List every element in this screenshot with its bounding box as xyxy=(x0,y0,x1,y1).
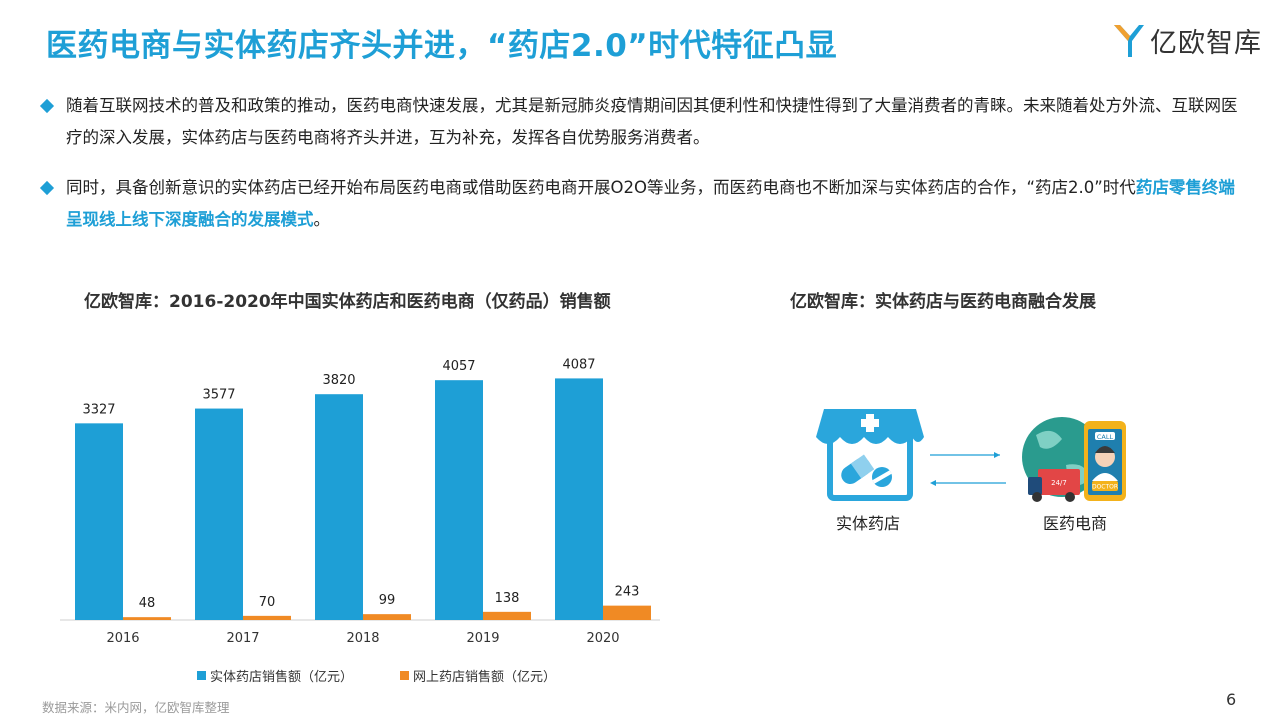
legend-item-online: 网上药店销售额（亿元） xyxy=(400,666,556,685)
logo-text: 亿欧智库 xyxy=(1150,27,1262,59)
data-label-online-2020: 243 xyxy=(615,585,640,600)
data-label-offline-2020: 4087 xyxy=(562,357,595,372)
bar-chart: 3327 48 2016 3577 70 2017 3820 99 2018 4057 138 201… xyxy=(60,357,660,646)
pharmacy-store-icon xyxy=(816,409,924,501)
bar-offline-2016 xyxy=(75,423,123,620)
x-tick-label-2020: 2020 xyxy=(586,631,619,646)
legend-swatch-orange xyxy=(400,671,409,680)
logo: 亿欧智库 xyxy=(1112,20,1262,60)
bullet-2-text-after: 。 xyxy=(313,210,331,229)
data-label-online-2017: 70 xyxy=(259,595,276,610)
right-diagram-title: 亿欧智库：实体药店与医药电商融合发展 xyxy=(790,292,1096,312)
x-tick-label-2017: 2017 xyxy=(226,631,259,646)
logo-mark-icon xyxy=(1114,25,1144,57)
left-chart-title: 亿欧智库：2016-2020年中国实体药店和医药电商（仅药品）销售额 xyxy=(84,292,611,312)
bar-online-2019 xyxy=(483,611,531,620)
data-label-online-2019: 138 xyxy=(495,591,520,606)
x-tick-label-2016: 2016 xyxy=(106,631,139,646)
data-label-offline-2017: 3577 xyxy=(202,388,235,403)
source-note: 数据来源：米内网，亿欧智库整理 xyxy=(42,700,230,715)
x-tick-label-2019: 2019 xyxy=(466,631,499,646)
bullet-2-text: 同时，具备创新意识的实体药店已经开始布局医药电商或借助医药电商开展O2O等业务，… xyxy=(66,172,1242,236)
data-label-offline-2018: 3820 xyxy=(322,373,355,388)
doctor-badge-text: DOCTOR xyxy=(1092,484,1118,491)
call-badge-text: CALL xyxy=(1097,433,1114,441)
bullet-1-text: 随着互联网技术的普及和政策的推动，医药电商快速发展，尤其是新冠肺炎疫情期间因其便… xyxy=(66,96,1238,147)
data-label-offline-2019: 4057 xyxy=(442,359,475,374)
bullet-2-text-before: 同时，具备创新意识的实体药店已经开始布局医药电商或借助医药电商开展O2O等业务，… xyxy=(66,178,1136,197)
bar-online-2017 xyxy=(243,615,291,620)
bar-online-2016 xyxy=(123,617,171,620)
legend-label-online: 网上药店销售额（亿元） xyxy=(413,670,557,685)
ecommerce-label: 医药电商 xyxy=(1043,514,1107,533)
bullet-2: 同时，具备创新意识的实体药店已经开始布局医药电商或借助医药电商开展O2O等业务，… xyxy=(39,172,1242,236)
diamond-bullet-icon xyxy=(39,98,55,114)
bullet-1: 随着互联网技术的普及和政策的推动，医药电商快速发展，尤其是新冠肺炎疫情期间因其便… xyxy=(39,90,1242,154)
bar-online-2018 xyxy=(363,614,411,620)
page-number: 6 xyxy=(1226,690,1237,709)
legend-label-offline: 实体药店销售额（亿元） xyxy=(210,670,354,685)
page-title: 医药电商与实体药店齐头并进，“药店2.0”时代特征凸显 xyxy=(46,28,838,64)
fusion-diagram: CALL DOCTOR 24/7 实体药店 医药电商 xyxy=(816,409,1126,533)
ecommerce-doctor-icon: CALL DOCTOR 24/7 xyxy=(1022,417,1126,502)
bullet-2-highlight: 药店零售终端呈现线上线下深度融合的发展模式 xyxy=(66,178,1235,229)
bar-offline-2018 xyxy=(315,394,363,620)
data-label-online-2018: 99 xyxy=(379,593,396,608)
bar-offline-2020 xyxy=(555,378,603,620)
bidirectional-arrows-icon xyxy=(930,452,1006,486)
store-label: 实体药店 xyxy=(836,514,900,533)
bar-online-2020 xyxy=(603,605,651,620)
data-label-online-2016: 48 xyxy=(139,596,156,611)
diamond-bullet-icon xyxy=(39,180,55,196)
data-label-offline-2016: 3327 xyxy=(82,402,115,417)
bar-offline-2017 xyxy=(195,408,243,620)
x-tick-label-2018: 2018 xyxy=(346,631,379,646)
service-24-7-text: 24/7 xyxy=(1051,479,1067,487)
bar-offline-2019 xyxy=(435,380,483,620)
legend-swatch-blue xyxy=(197,671,206,680)
legend-item-offline: 实体药店销售额（亿元） xyxy=(197,666,353,685)
